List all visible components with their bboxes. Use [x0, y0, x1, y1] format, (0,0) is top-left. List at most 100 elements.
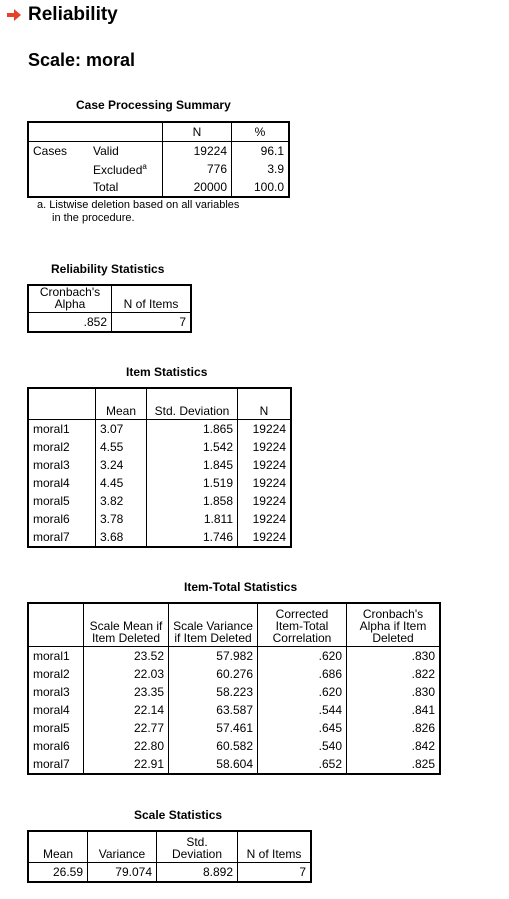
cell: 7	[237, 862, 311, 882]
cell: .822	[346, 665, 440, 683]
cell: .841	[346, 701, 440, 719]
col-header: Mean	[42, 847, 74, 861]
cell: .830	[346, 646, 440, 665]
cell: 96.1	[231, 141, 289, 160]
item-stats-caption: Item Statistics	[126, 365, 208, 379]
table-row: moral4 4.45 1.519 19224	[28, 474, 291, 492]
cell: 8.892	[156, 862, 238, 882]
table-row: moral6 22.80 60.582.540.842	[28, 737, 440, 755]
cell: 58.604	[168, 755, 258, 774]
cell: 4.55	[95, 438, 147, 456]
cell: .825	[346, 755, 440, 774]
cell: 1.845	[146, 456, 238, 474]
item-total-caption: Item-Total Statistics	[184, 580, 298, 594]
cell: .620	[257, 683, 347, 701]
row-label: moral5	[33, 721, 70, 735]
row-label: moral5	[33, 494, 70, 508]
cell: 19224	[237, 528, 291, 547]
row-label: moral4	[33, 703, 70, 717]
table-row: moral6 3.78 1.811 19224	[28, 510, 291, 528]
cell: 19224	[237, 456, 291, 474]
cell: 60.276	[168, 665, 258, 683]
row-label: moral2	[33, 440, 70, 454]
col-header: Mean	[95, 388, 147, 420]
page-title: Reliability	[28, 4, 118, 25]
cell: 26.59	[52, 865, 83, 879]
col-header: Cronbach's Alpha if Item Deleted	[346, 603, 440, 647]
cell: 19224	[237, 474, 291, 492]
scale-stats-table: Mean Variance Std. Deviation N of Items …	[27, 830, 312, 883]
cell: 3.07	[95, 419, 147, 438]
footnote: a. Listwise deletion based on all variab…	[37, 199, 240, 224]
col-header: Std. Deviation	[156, 831, 238, 863]
table-row: moral2 4.55 1.542 19224	[28, 438, 291, 456]
cell: 57.982	[168, 646, 258, 665]
cell: 3.68	[95, 528, 147, 547]
cell: 63.587	[168, 701, 258, 719]
case-processing-table: N % Cases Valid 19224 96.1 Excludeda 776…	[27, 121, 290, 198]
footnote-marker: a	[142, 161, 147, 171]
col-header: N of Items	[111, 285, 191, 313]
cell: .652	[257, 755, 347, 774]
table-row: moral1 23.52 57.982.620.830	[28, 646, 440, 665]
row-label: moral1	[33, 649, 70, 663]
cell: 20000	[162, 178, 232, 197]
table-row: moral2 22.03 60.276.686.822	[28, 665, 440, 683]
cell: .620	[257, 646, 347, 665]
item-stats-table: Mean Std. Deviation N moral1 3.07 1.865 192…	[27, 387, 292, 548]
col-header: Variance	[87, 831, 157, 863]
cell: 57.461	[168, 719, 258, 737]
cell: .830	[346, 683, 440, 701]
row-label: moral7	[33, 757, 70, 771]
row-label: Excludeda	[93, 161, 147, 177]
row-label: moral7	[33, 530, 70, 544]
cell: 776	[162, 160, 232, 178]
cell: 22.03	[83, 665, 169, 683]
cell: 100.0	[231, 178, 289, 197]
scale-stats-caption: Scale Statistics	[134, 808, 223, 822]
col-header: %	[231, 122, 289, 142]
cell: 1.519	[146, 474, 238, 492]
item-total-table: Scale Mean if Item Deleted Scale Varianc…	[27, 602, 441, 775]
cell: 19224	[237, 510, 291, 528]
cell: 3.82	[95, 492, 147, 510]
cell: 1.865	[146, 419, 238, 438]
row-label: moral6	[33, 512, 70, 526]
cell: .852	[83, 315, 107, 329]
table-row: moral4 22.14 63.587.544.841	[28, 701, 440, 719]
table-row: moral7 3.68 1.746 19224	[28, 528, 291, 547]
arrow-right-icon	[7, 9, 21, 21]
cell: 23.52	[83, 646, 169, 665]
col-header: Scale Mean if Item Deleted	[83, 603, 169, 647]
cell: .645	[257, 719, 347, 737]
cell: 60.582	[168, 737, 258, 755]
row-label: moral6	[33, 739, 70, 753]
cell: 23.35	[83, 683, 169, 701]
scale-title: Scale: moral	[28, 50, 136, 70]
row-label: moral1	[33, 422, 70, 436]
col-header: Std. Deviation	[146, 388, 238, 420]
cell: 79.074	[87, 862, 157, 882]
table-row: moral5 3.82 1.858 19224	[28, 492, 291, 510]
cell: 19224	[237, 492, 291, 510]
cell: 1.811	[146, 510, 238, 528]
cell: 1.858	[146, 492, 238, 510]
col-header: N	[237, 388, 291, 420]
table-row: moral3 23.35 58.223.620.830	[28, 683, 440, 701]
cell: 3.24	[95, 456, 147, 474]
cell: .544	[257, 701, 347, 719]
row-label: Valid	[93, 144, 119, 158]
cell: 22.91	[83, 755, 169, 774]
col-header: Corrected Item-Total Correlation	[257, 603, 347, 647]
cell: 22.77	[83, 719, 169, 737]
table-row: moral1 3.07 1.865 19224	[28, 419, 291, 438]
cell: 7	[111, 312, 191, 332]
cell: .686	[257, 665, 347, 683]
cell: 19224	[237, 419, 291, 438]
row-label: moral3	[33, 685, 70, 699]
table-row: moral3 3.24 1.845 19224	[28, 456, 291, 474]
cell: 3.9	[231, 160, 289, 178]
row-group-label: Cases	[33, 144, 68, 158]
reliability-table: Cronbach's Alpha N of Items .852 7	[27, 284, 192, 333]
case-processing-caption: Case Processing Summary	[76, 98, 231, 112]
